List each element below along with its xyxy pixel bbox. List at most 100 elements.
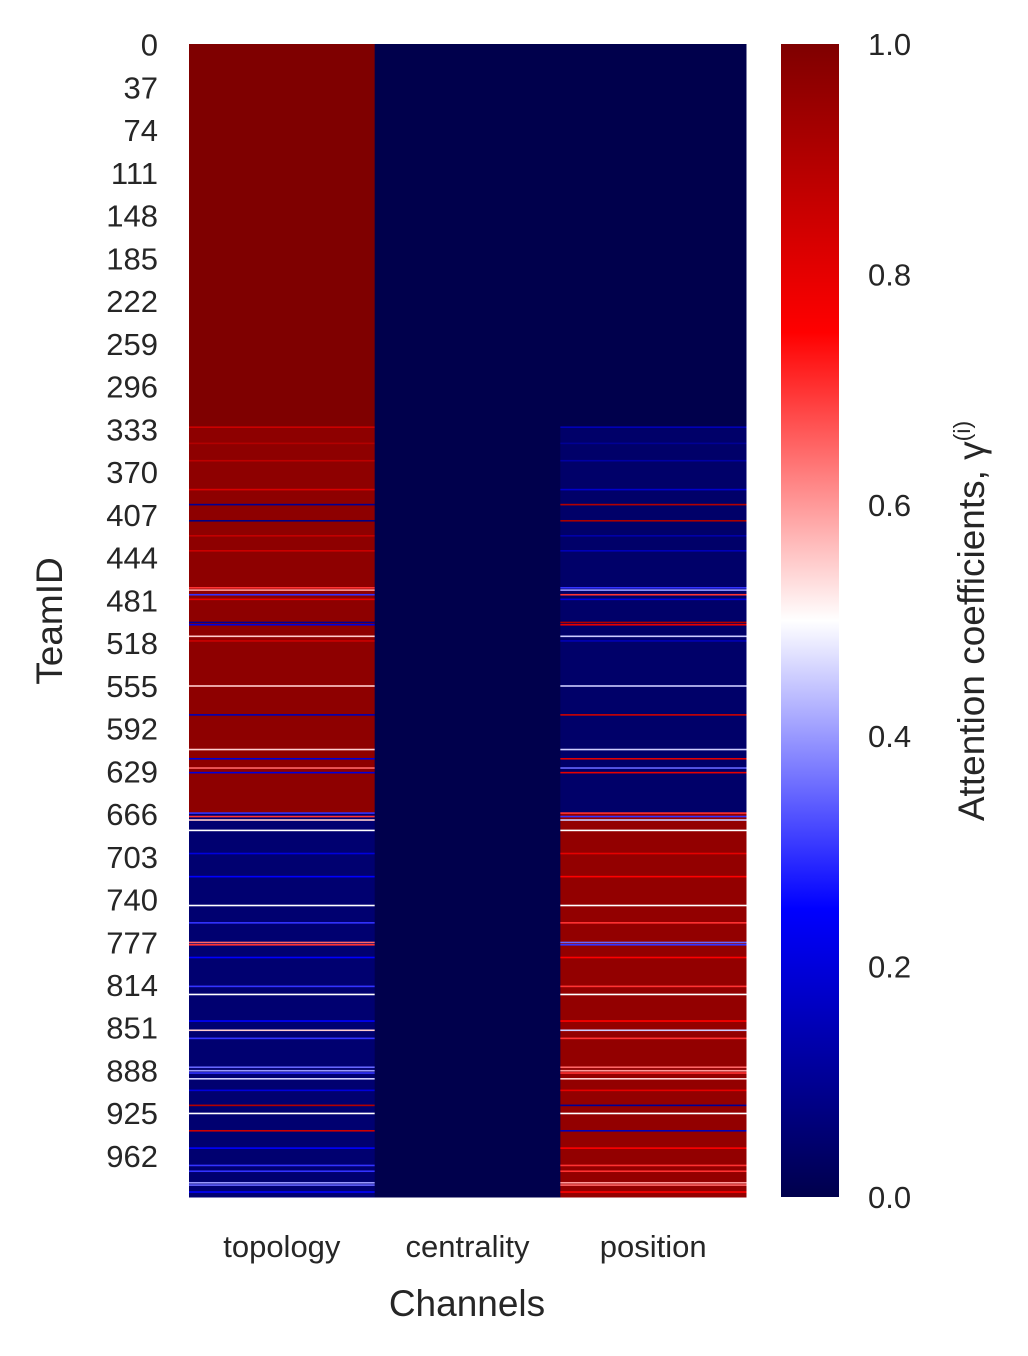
heatmap-cell-topology-940	[189, 1129, 376, 1132]
heatmap-cell-position-480	[560, 598, 747, 601]
heatmap-cell-position-470	[560, 586, 747, 589]
heatmap-cell-position-940	[560, 1129, 747, 1132]
heatmap-cell-topology-815	[189, 985, 376, 988]
heatmap-cell-topology-888	[189, 1069, 376, 1072]
heatmap-cell-position-970	[560, 1164, 747, 1167]
heatmap-cell-position-975	[560, 1170, 747, 1173]
y-tick-label: 629	[106, 754, 158, 789]
heatmap-cell-topology-975	[189, 1170, 376, 1173]
heatmap-cell-topology-345	[189, 442, 376, 445]
heatmap-cell-position-502	[560, 623, 747, 626]
heatmap-cell-position-815	[560, 985, 747, 988]
heatmap-cell-position-360	[560, 459, 747, 462]
heatmap-cell-topology-360	[189, 459, 376, 462]
heatmap-band-topology-0	[189, 44, 376, 427]
x-axis-label: Channels	[389, 1283, 545, 1324]
y-axis-label: TeamID	[29, 557, 70, 684]
y-tick-label: 296	[106, 370, 158, 405]
colorbar-label: Attention coefficients, γ(i)	[949, 421, 992, 821]
heatmap-cell-position-890	[560, 1072, 747, 1074]
colorbar	[781, 44, 839, 1197]
heatmap-cell-topology-500	[189, 621, 376, 624]
heatmap-cell-position-680	[560, 829, 747, 832]
heatmap-band-topology-2	[189, 813, 376, 1198]
heatmap-cell-topology-626	[189, 767, 376, 769]
heatmap-cell-position-665	[560, 812, 747, 814]
heatmap-cell-topology-480	[189, 598, 376, 601]
heatmap-cell-topology-472	[189, 589, 376, 591]
heatmap-cell-position-720	[560, 875, 747, 878]
heatmap-cell-topology-905	[189, 1089, 376, 1092]
heatmap-cell-topology-987	[189, 1184, 376, 1186]
y-tick-label: 74	[124, 113, 158, 148]
heatmap-cell-position-500	[560, 621, 747, 624]
heatmap-cell-position-779	[560, 943, 747, 946]
heatmap-cell-topology-438	[189, 550, 376, 552]
heatmap-cell-position-385	[560, 488, 747, 491]
heatmap-cell-position-412	[560, 519, 747, 522]
y-tick-label: 666	[106, 797, 158, 832]
heatmap-cell-position-955	[560, 1147, 747, 1149]
x-tick-labels: topology centrality position	[223, 1229, 706, 1264]
heatmap-cell-topology-985	[189, 1181, 376, 1184]
heatmap-cell-topology-790	[189, 956, 376, 959]
y-tick-label: 0	[141, 28, 158, 63]
y-tick-label: 777	[106, 925, 158, 960]
colorbar-label-text: Attention coefficients, γ	[951, 441, 992, 821]
heatmap-cell-topology-822	[189, 993, 376, 996]
heatmap-cell-position-777	[560, 941, 747, 944]
heatmap-cell-position-845	[560, 1020, 747, 1022]
heatmap-cell-topology-671	[189, 819, 376, 821]
heatmap-cell-topology-720	[189, 875, 376, 878]
x-tick-label-topology: topology	[223, 1229, 341, 1264]
heatmap-cell-position-516	[560, 640, 747, 642]
colorbar-tick-label: 0.4	[868, 719, 911, 754]
colorbar-tick-label: 0.6	[868, 488, 911, 523]
y-tick-label: 851	[106, 1011, 158, 1046]
heatmap-cell-position-790	[560, 956, 747, 959]
heatmap-band-position-0	[560, 44, 747, 427]
colorbar-label-superscript: (i)	[949, 421, 975, 441]
heatmap-cell-topology-745	[189, 904, 376, 907]
y-tick-label: 925	[106, 1096, 158, 1131]
heatmap-cell-topology-853	[189, 1029, 376, 1032]
heatmap-cell-topology-398	[189, 503, 376, 506]
heatmap-cell-position-745	[560, 904, 747, 907]
heatmap-cell-topology-630	[189, 771, 376, 774]
heatmap-cell-topology-512	[189, 635, 376, 638]
heatmap-cell-position-760	[560, 922, 747, 924]
heatmap-cell-topology-777	[189, 941, 376, 944]
heatmap-cell-topology-918	[189, 1104, 376, 1107]
heatmap-cells	[189, 44, 747, 1198]
y-tick-label: 444	[106, 541, 158, 576]
heatmap-cell-topology-665	[189, 812, 376, 814]
heatmap-cell-position-700	[560, 852, 747, 855]
y-tick-label: 259	[106, 327, 158, 362]
heatmap-cell-topology-680	[189, 829, 376, 832]
heatmap-cell-position-425	[560, 535, 747, 537]
heatmap-cell-position-885	[560, 1066, 747, 1069]
heatmap-cell-position-925	[560, 1112, 747, 1115]
y-tick-label: 185	[106, 241, 158, 276]
heatmap-cell-topology-760	[189, 922, 376, 924]
heatmap-cell-topology-860	[189, 1037, 376, 1040]
heatmap-cell-topology-885	[189, 1066, 376, 1069]
y-tick-label: 592	[106, 712, 158, 747]
heatmap-cell-topology-668	[189, 815, 376, 818]
heatmap-cell-position-918	[560, 1104, 747, 1107]
heatmap-cell-topology-412	[189, 519, 376, 522]
colorbar-tick-label: 0.8	[868, 258, 911, 293]
heatmap-cell-position-438	[560, 550, 747, 552]
y-tick-label: 37	[124, 70, 158, 105]
heatmap-cell-position-985	[560, 1181, 747, 1184]
heatmap-cell-position-398	[560, 503, 747, 506]
heatmap-cell-position-618	[560, 757, 747, 760]
heatmap-cell-position-671	[560, 819, 747, 821]
heatmap-cell-topology-502	[189, 623, 376, 626]
y-tick-label: 148	[106, 199, 158, 234]
colorbar-tick-label: 0.2	[868, 949, 911, 984]
colorbar-tick-label: 1.0	[868, 27, 911, 62]
heatmap-cell-position-987	[560, 1184, 747, 1186]
heatmap-cell-position-895	[560, 1078, 747, 1080]
